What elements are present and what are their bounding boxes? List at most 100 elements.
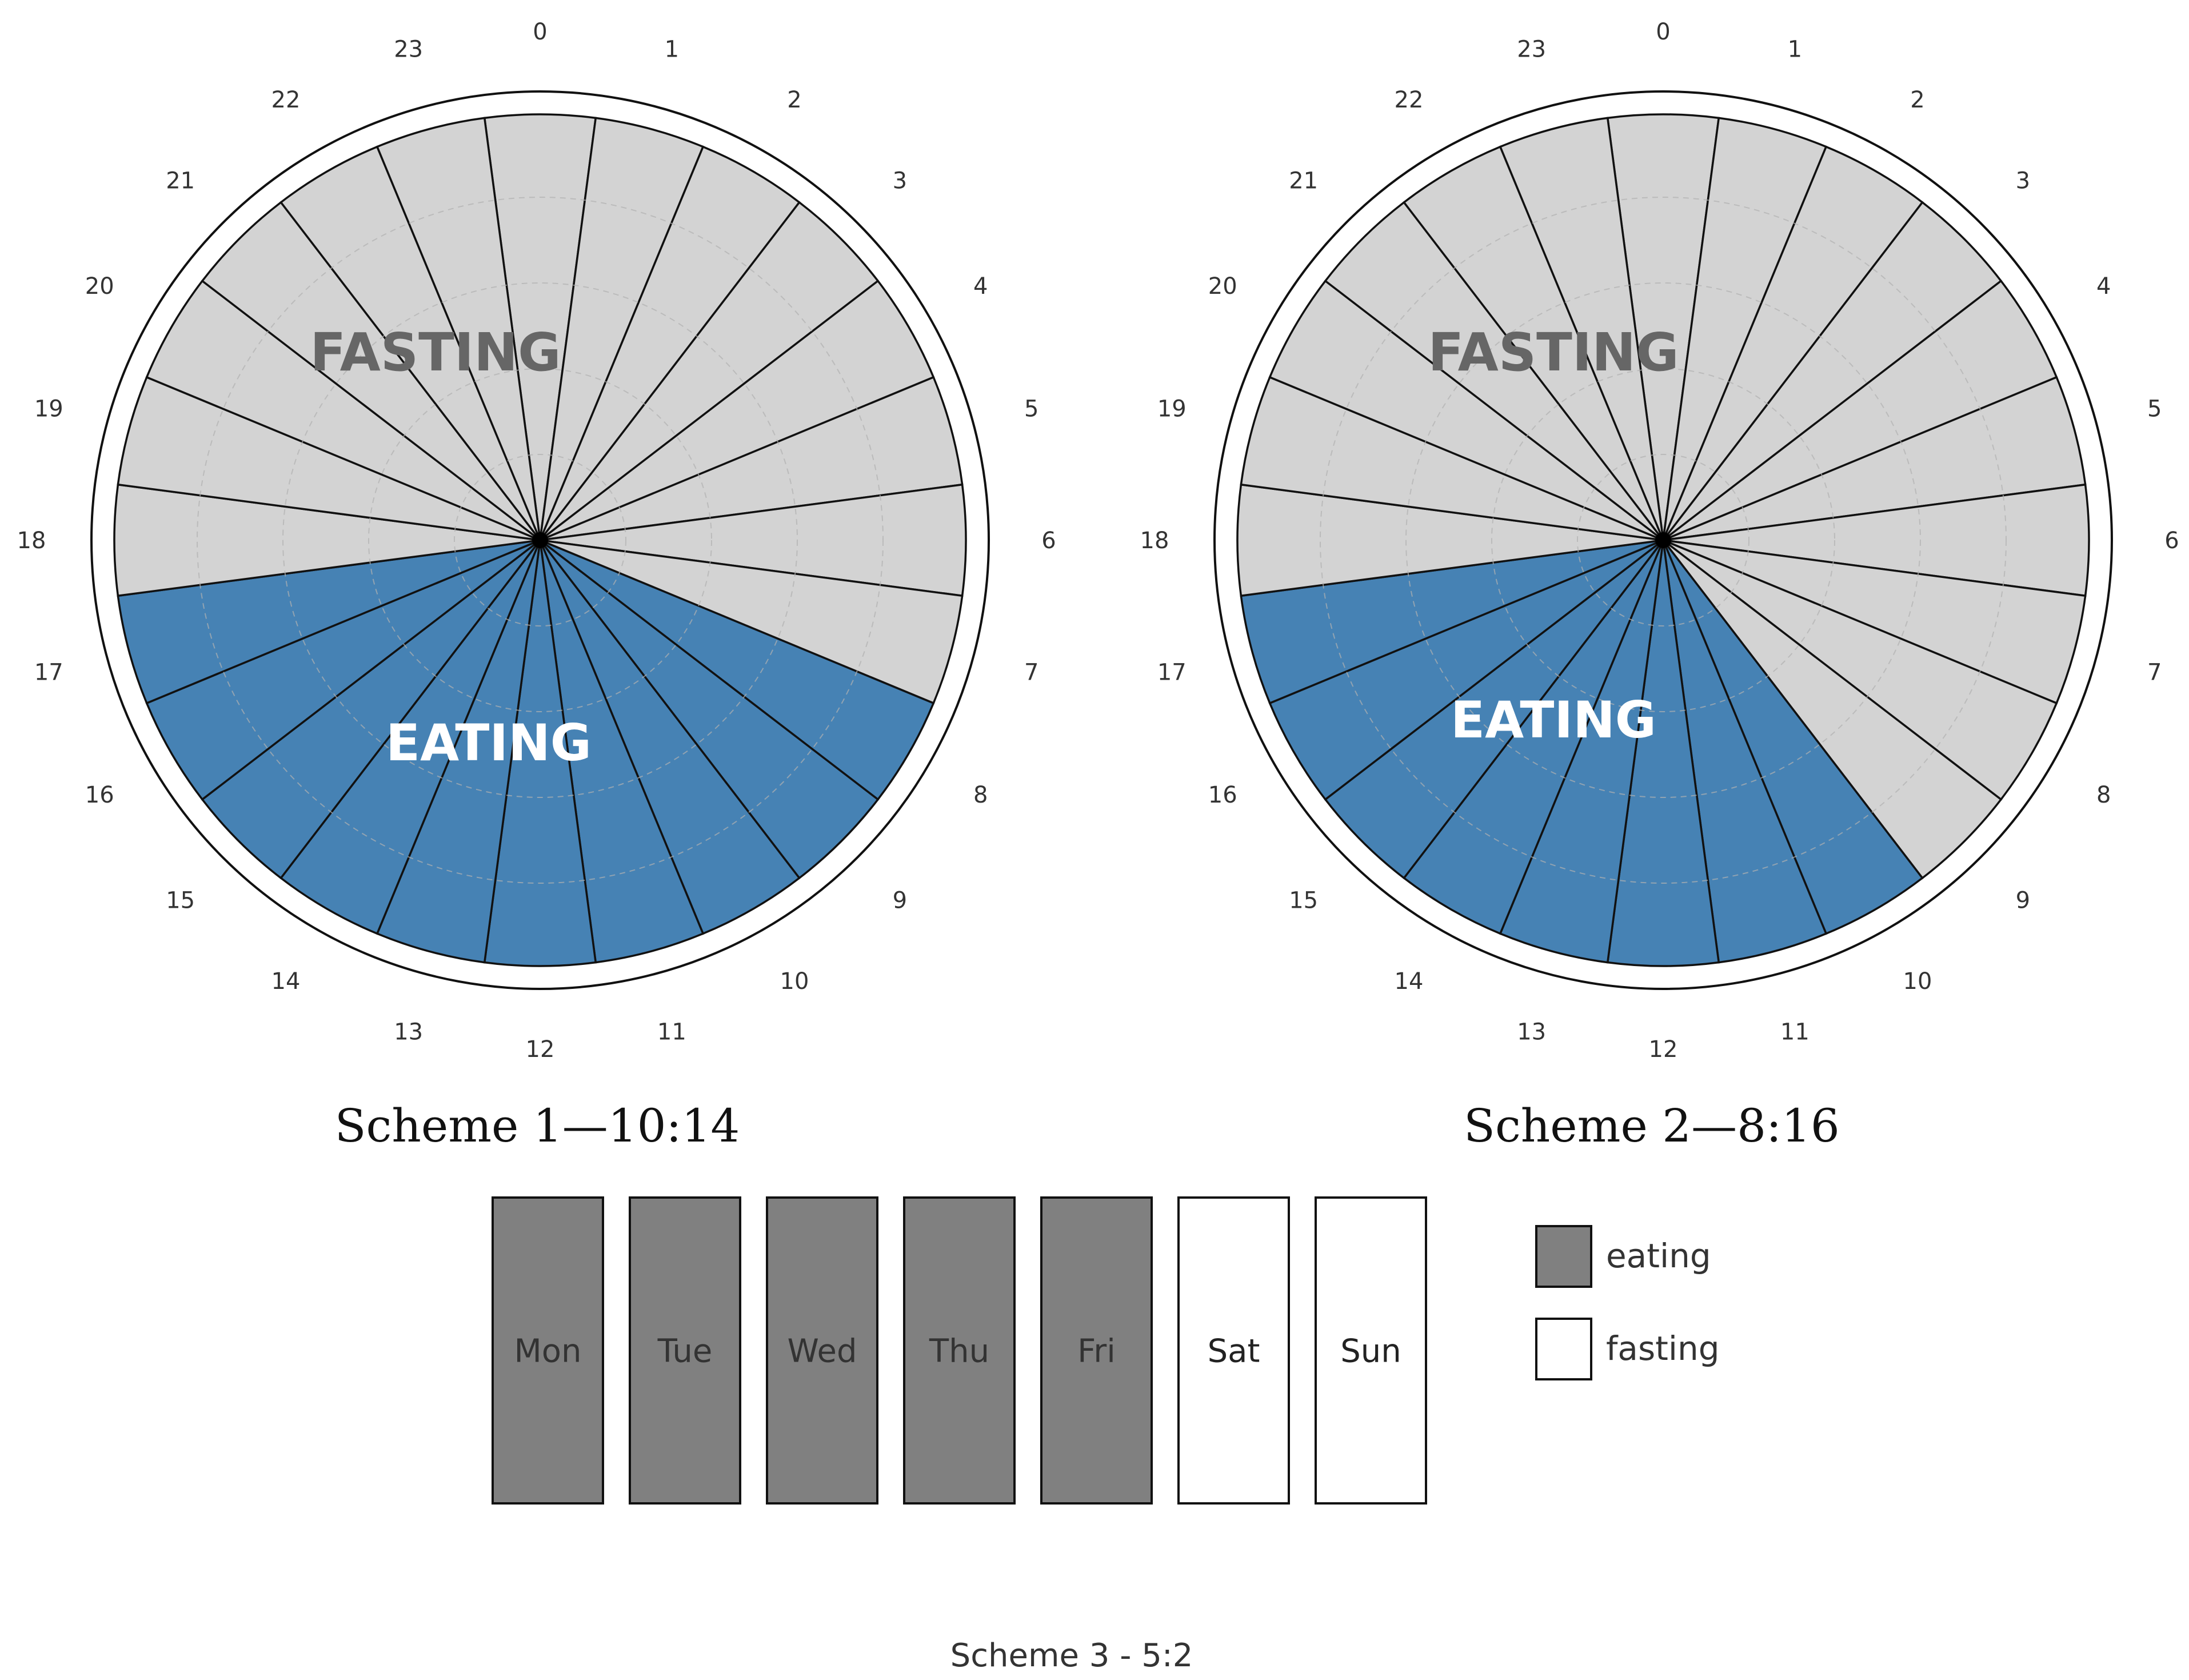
- hour-label-10: 10: [1903, 968, 1932, 995]
- hour-label-21: 21: [166, 168, 195, 194]
- hour-label-18: 18: [17, 528, 46, 554]
- fasting-label: FASTING: [1428, 322, 1679, 383]
- clock-scheme-2: 01234567891011121314151617181920212223FA…: [1140, 19, 2179, 1063]
- hour-segment-20-fasting: [1268, 280, 1664, 541]
- day-box-fri: [1040, 1196, 1153, 1505]
- hour-segment-23-fasting: [376, 117, 541, 541]
- day-label-mon: Mon: [514, 1333, 581, 1370]
- hour-label-11: 11: [1780, 1019, 1809, 1045]
- hour-segment-20-fasting: [145, 280, 541, 541]
- hour-segment-11-eating: [1662, 540, 1828, 964]
- hour-segment-22-fasting: [279, 145, 541, 541]
- hour-segment-17-eating: [1240, 539, 1664, 705]
- grid-ring: [368, 368, 712, 712]
- hour-label-17: 17: [34, 659, 63, 685]
- day-box-sat: [1177, 1196, 1290, 1505]
- clock-scheme-1: 01234567891011121314151617181920212223FA…: [17, 19, 1056, 1063]
- hour-label-14: 14: [1395, 968, 1424, 995]
- hour-segment-14-eating: [279, 539, 541, 935]
- hour-label-16: 16: [85, 782, 114, 808]
- grid-ring: [282, 282, 798, 798]
- week-schedule: Mon Tue Wed Thu Fri Sat Sun: [492, 1196, 1427, 1505]
- hour-label-0: 0: [533, 19, 547, 45]
- legend: eating fasting: [1535, 1225, 1720, 1380]
- hour-label-20: 20: [85, 273, 114, 300]
- grid-ring: [197, 197, 884, 884]
- hour-label-3: 3: [2016, 168, 2030, 194]
- hour-segment-7-fasting: [1663, 539, 2087, 705]
- hour-label-22: 22: [271, 87, 301, 113]
- hour-label-20: 20: [1208, 273, 1237, 300]
- scheme-2-title: Scheme 2—8:16: [1464, 1099, 1840, 1152]
- hour-segment-6-fasting: [540, 483, 967, 597]
- hour-segment-4-fasting: [539, 280, 935, 541]
- eating-label: EATING: [1451, 691, 1656, 749]
- hour-label-6: 6: [1041, 528, 1056, 554]
- hour-segment-19-fasting: [117, 376, 541, 541]
- clock-center: [1655, 532, 1671, 548]
- hour-segment-3-fasting: [1662, 201, 2003, 541]
- hour-segment-9-fasting: [1662, 539, 2003, 880]
- hour-segment-18-fasting: [113, 483, 541, 597]
- hour-label-22: 22: [1395, 87, 1424, 113]
- hour-label-3: 3: [893, 168, 907, 194]
- hour-segment-0-fasting: [483, 113, 597, 541]
- hour-label-9: 9: [893, 887, 907, 913]
- day-label-wed: Wed: [787, 1333, 857, 1370]
- hour-label-4: 4: [2096, 273, 2111, 300]
- day-box-wed: [766, 1196, 878, 1505]
- legend-label-fasting: fasting: [1606, 1329, 1720, 1368]
- hour-segment-13-eating: [1499, 540, 1664, 964]
- day-box-tue: [629, 1196, 741, 1505]
- day-box-sun: [1315, 1196, 1427, 1505]
- grid-ring: [1491, 368, 1835, 712]
- hour-segment-5-fasting: [540, 376, 964, 541]
- grid-ring: [1577, 454, 1749, 626]
- clock-center: [532, 532, 548, 548]
- eating-label: EATING: [386, 713, 592, 772]
- hour-label-15: 15: [1289, 887, 1318, 913]
- hour-label-13: 13: [394, 1019, 423, 1045]
- day-label-fri: Fri: [1077, 1333, 1116, 1370]
- hour-segment-1-fasting: [539, 117, 705, 541]
- hour-segment-10-eating: [539, 539, 801, 935]
- hour-segment-23-fasting: [1499, 117, 1664, 541]
- hour-label-1: 1: [665, 36, 679, 62]
- grid-ring: [454, 454, 626, 626]
- hour-label-7: 7: [2147, 659, 2162, 685]
- hour-label-11: 11: [657, 1019, 686, 1045]
- hour-label-23: 23: [394, 36, 423, 62]
- hour-label-17: 17: [1157, 659, 1187, 685]
- hour-segment-1-fasting: [1662, 117, 1828, 541]
- hour-label-5: 5: [2147, 396, 2162, 422]
- hour-segment-7-fasting: [540, 539, 964, 705]
- hour-label-12: 12: [1649, 1036, 1678, 1063]
- hour-segment-21-fasting: [201, 201, 541, 541]
- hour-segment-3-fasting: [539, 201, 880, 541]
- hour-label-5: 5: [1024, 396, 1038, 422]
- hour-segment-12-eating: [1606, 540, 1720, 967]
- hour-label-19: 19: [34, 396, 63, 422]
- fasting-label: FASTING: [310, 322, 561, 383]
- hour-segment-18-fasting: [1236, 483, 1664, 597]
- hour-segment-13-eating: [376, 540, 541, 964]
- hour-segment-15-eating: [1324, 539, 1664, 880]
- day-label-sat: Sat: [1208, 1333, 1260, 1370]
- hour-label-10: 10: [780, 968, 809, 995]
- hour-segment-6-fasting: [1663, 483, 2090, 597]
- grid-ring: [1405, 282, 1921, 798]
- hour-segment-15-eating: [201, 539, 541, 880]
- hour-segment-4-fasting: [1662, 280, 2058, 541]
- scheme-1-title: Scheme 1—10:14: [335, 1099, 740, 1152]
- hour-label-9: 9: [2016, 887, 2030, 913]
- hour-label-16: 16: [1208, 782, 1237, 808]
- hour-label-21: 21: [1289, 168, 1318, 194]
- hour-segment-11-eating: [539, 540, 705, 964]
- hour-label-15: 15: [166, 887, 195, 913]
- hour-segment-0-fasting: [1606, 113, 1720, 541]
- hour-segment-10-eating: [1662, 539, 1924, 935]
- hour-segment-8-eating: [539, 539, 935, 801]
- hour-label-8: 8: [973, 782, 988, 808]
- clock-frame: [1213, 90, 2113, 990]
